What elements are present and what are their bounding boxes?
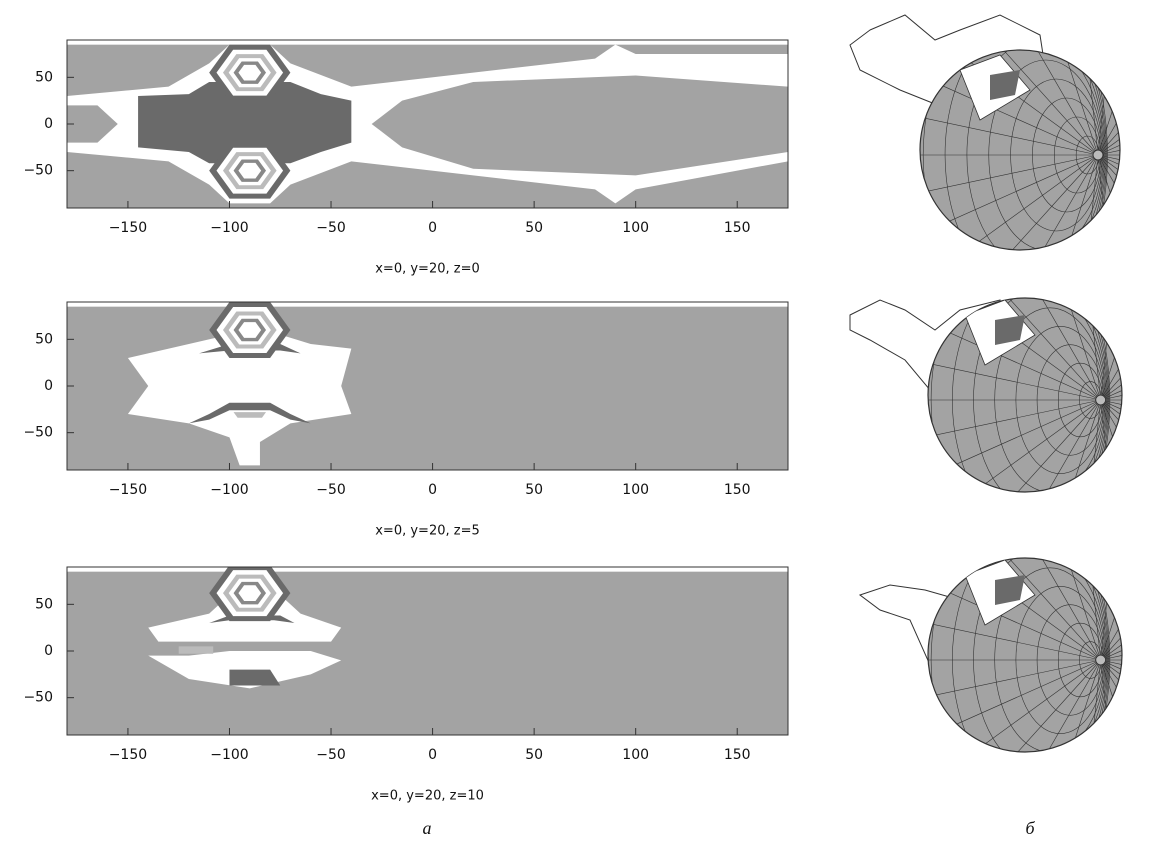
contour-map (67, 45, 788, 208)
sphere-renderings (850, 0, 1153, 853)
y-tick-label: 50 (35, 331, 53, 347)
x-tick-label: −50 (316, 482, 346, 498)
x-tick-label: −150 (109, 220, 147, 236)
x-tick-label: 100 (622, 747, 649, 763)
sphere-pole (1096, 655, 1106, 665)
x-tick-label: 0 (428, 482, 437, 498)
panel-caption: x=0, y=20, z=10 (371, 789, 484, 804)
y-tick-label: 0 (44, 116, 53, 132)
figure: а б −150 −100 −50 0 50 100 150 −50 0 50 x=0, y=20,… (0, 0, 1153, 854)
x-tick-label: 0 (428, 220, 437, 236)
x-tick-label: −100 (210, 747, 248, 763)
panel-label: б (1025, 818, 1035, 838)
sphere-pole (1096, 395, 1106, 405)
y-tick-label: −50 (23, 163, 53, 179)
sphere (850, 207, 1153, 593)
y-tick-label: 50 (35, 69, 53, 85)
x-tick-label: −150 (109, 747, 147, 763)
x-tick-label: −150 (109, 482, 147, 498)
x-tick-label: −100 (210, 482, 248, 498)
sphere (860, 467, 1153, 853)
contour-map (67, 302, 788, 470)
panel-label: а (423, 818, 432, 838)
x-tick-label: 0 (428, 747, 437, 763)
panel-caption: x=0, y=20, z=0 (375, 262, 480, 277)
x-tick-label: 50 (525, 482, 543, 498)
y-tick-label: −50 (23, 690, 53, 706)
x-tick-label: 150 (724, 482, 751, 498)
y-tick-label: 0 (44, 378, 53, 394)
x-tick-label: 150 (724, 220, 751, 236)
x-tick-label: −50 (316, 747, 346, 763)
x-tick-label: 50 (525, 747, 543, 763)
contour-map (67, 565, 788, 735)
y-tick-label: −50 (23, 425, 53, 441)
y-tick-label: 50 (35, 596, 53, 612)
x-tick-label: 100 (622, 482, 649, 498)
sphere-pole (1093, 150, 1103, 160)
x-tick-label: −50 (316, 220, 346, 236)
x-tick-label: 100 (622, 220, 649, 236)
x-tick-label: 150 (724, 747, 751, 763)
y-tick-label: 0 (44, 643, 53, 659)
x-tick-label: −100 (210, 220, 248, 236)
x-tick-label: 50 (525, 220, 543, 236)
panel-caption: x=0, y=20, z=5 (375, 524, 480, 539)
